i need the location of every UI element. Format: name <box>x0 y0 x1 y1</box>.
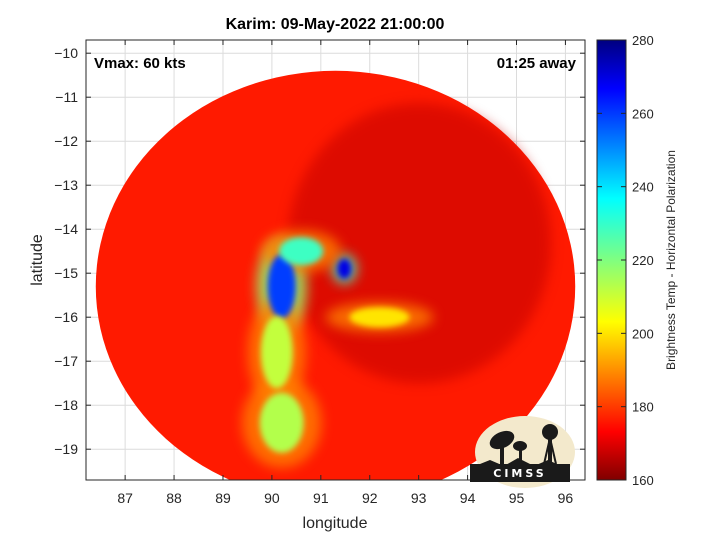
y-tick-label: −13 <box>54 177 78 193</box>
x-tick-label: 92 <box>362 490 378 506</box>
time-away-annotation: 01:25 away <box>497 55 577 72</box>
colorbar-label: Brightness Temp - Horizontal Polarizatio… <box>664 150 678 370</box>
y-tick-label: −10 <box>54 45 78 61</box>
y-tick-label: −17 <box>54 353 78 369</box>
colorbar-tick-label: 220 <box>632 253 654 268</box>
cimss-logo-text: CIMSS <box>493 467 546 480</box>
x-tick-label: 91 <box>313 490 329 506</box>
y-tick-label: −11 <box>55 89 78 105</box>
colorbar-tick-label: 240 <box>632 180 654 195</box>
vmax-annotation: Vmax: 60 kts <box>94 55 186 72</box>
x-tick-label: 90 <box>264 490 280 506</box>
colorbar-ticks: 160 180 200 220 240 260 280 <box>597 33 654 488</box>
x-tick-label: 94 <box>460 490 476 506</box>
colorbar-tick-label: 280 <box>632 33 654 48</box>
x-tick-label: 87 <box>117 490 133 506</box>
colorbar-tick-label: 180 <box>632 400 654 415</box>
colorbar-tick-label: 160 <box>632 473 654 488</box>
x-tick-label: 95 <box>509 490 525 506</box>
y-tick-label: −12 <box>54 133 78 149</box>
rainband-east <box>349 307 410 328</box>
x-tick-label: 88 <box>166 490 182 506</box>
x-tick-label: 89 <box>215 490 231 506</box>
feature-layer <box>242 230 434 468</box>
rainband-south-2 <box>259 392 304 453</box>
eyewall-north <box>279 237 324 266</box>
x-tick-label: 96 <box>558 490 574 506</box>
y-tick-label: −16 <box>54 309 78 325</box>
y-tick-label: −14 <box>54 221 78 237</box>
y-axis-ticks: −10 −11 −12 −13 −14 −15 −16 −17 −18 −19 <box>54 45 585 457</box>
y-tick-label: −18 <box>54 397 78 413</box>
x-axis-ticks: 87 88 89 90 91 92 93 94 95 96 <box>117 40 573 506</box>
x-axis-label: longitude <box>303 515 368 532</box>
y-tick-label: −19 <box>54 441 78 457</box>
western-eyewall <box>267 254 296 319</box>
cimss-logo: CIMSS <box>470 416 575 488</box>
x-tick-label: 93 <box>411 490 427 506</box>
y-tick-label: −15 <box>54 265 78 281</box>
colorbar-tick-label: 260 <box>632 106 654 121</box>
colorbar-tick-label: 200 <box>632 326 654 341</box>
axes-box <box>85 39 586 481</box>
eye-core <box>337 258 352 279</box>
y-axis-label: latitude <box>29 234 46 286</box>
rainband-south-1 <box>260 316 293 389</box>
chart-title: Karim: 09-May-2022 21:00:00 <box>226 16 445 33</box>
